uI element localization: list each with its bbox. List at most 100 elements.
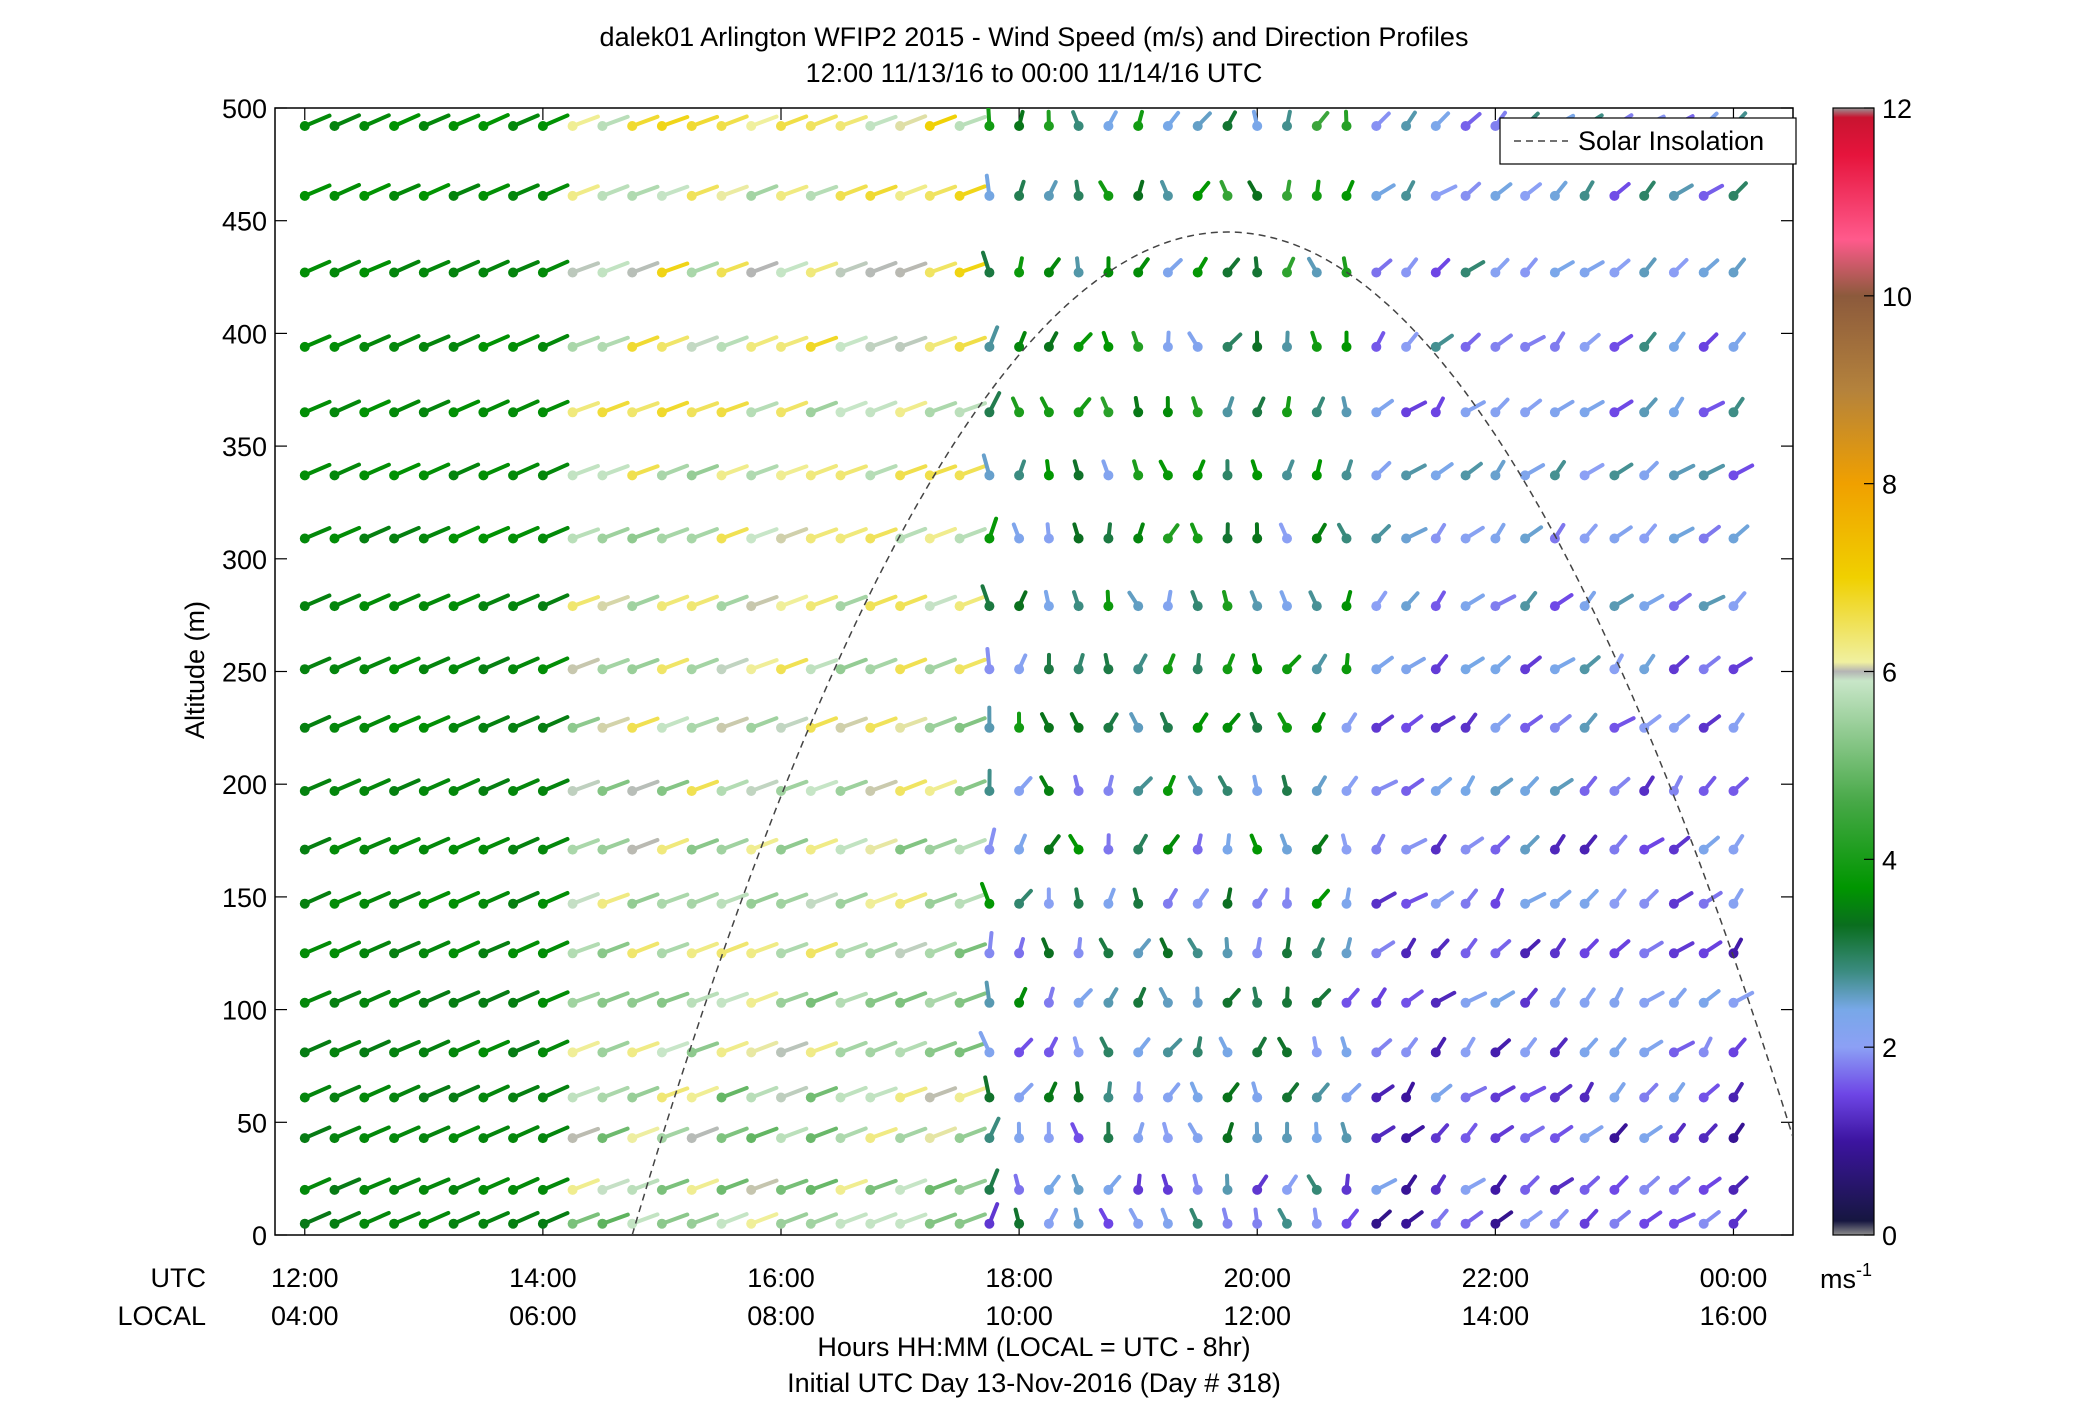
wind-barb-point xyxy=(686,1092,697,1103)
wind-barb-point xyxy=(1728,664,1739,675)
wind-barb-point xyxy=(1490,533,1501,544)
wind-barb-point xyxy=(597,1218,608,1229)
wind-barb-point xyxy=(1311,267,1322,278)
y-tick-label: 250 xyxy=(222,658,267,688)
wind-barb-point xyxy=(1341,786,1352,796)
wind-barb-point xyxy=(1371,948,1382,959)
wind-barb-point xyxy=(1252,722,1263,733)
wind-barb-point xyxy=(359,844,370,855)
wind-barb-point xyxy=(299,948,310,959)
wind-barb-point xyxy=(1252,341,1263,352)
wind-barb-point xyxy=(418,844,429,855)
wind-barb-point xyxy=(1490,898,1501,909)
wind-barb-point xyxy=(656,341,667,352)
wind-barb-point xyxy=(1341,898,1352,909)
wind-barb-point xyxy=(1579,997,1590,1008)
wind-barb-point xyxy=(1401,948,1412,959)
wind-barb-point xyxy=(1133,664,1144,675)
wind-barb-point xyxy=(418,407,429,418)
wind-barb-field xyxy=(299,108,1755,1229)
wind-barb-point xyxy=(1430,341,1441,352)
wind-barb-point xyxy=(1549,948,1560,959)
legend-box xyxy=(1499,117,1797,165)
wind-barb-point xyxy=(1192,844,1203,855)
wind-barb-point xyxy=(508,898,519,909)
wind-barb-point xyxy=(1252,898,1263,909)
wind-barb-point xyxy=(776,1218,786,1229)
wind-barb-point xyxy=(776,407,786,418)
wind-barb-point xyxy=(508,341,519,352)
wind-barb-point xyxy=(299,1133,310,1144)
wind-barb-point xyxy=(1222,1184,1233,1195)
wind-barb-point xyxy=(984,1133,995,1144)
wind-barb-point xyxy=(716,267,727,278)
wind-barb-point xyxy=(418,470,429,481)
wind-barb-point xyxy=(478,948,489,959)
wind-barb-point xyxy=(1639,844,1650,855)
wind-barb-point xyxy=(1371,267,1382,278)
wind-barb-point xyxy=(627,722,638,733)
wind-barb-point xyxy=(746,190,757,201)
wind-barb-point xyxy=(597,1133,608,1144)
wind-barb-point xyxy=(627,948,638,959)
wind-barb-point xyxy=(1490,948,1501,959)
wind-barb-point xyxy=(478,997,489,1008)
wind-barb-point xyxy=(1133,1047,1144,1058)
wind-barb-point xyxy=(1133,533,1144,544)
wind-barb-point xyxy=(1639,1133,1650,1144)
wind-barb-point xyxy=(299,786,310,796)
wind-barb-point xyxy=(895,267,906,278)
wind-barb-point xyxy=(865,786,876,796)
wind-barb-point xyxy=(746,601,757,612)
wind-barb-point xyxy=(1162,948,1173,959)
wind-barb-point xyxy=(1549,601,1560,612)
wind-barb-point xyxy=(686,1047,697,1058)
wind-barb-point xyxy=(359,190,370,201)
wind-barb-point xyxy=(805,844,816,855)
wind-barb-point xyxy=(1430,601,1441,612)
wind-barb-point xyxy=(924,267,935,278)
wind-barb-point xyxy=(448,470,459,481)
wind-barb-point xyxy=(1341,1218,1352,1229)
wind-barb-point xyxy=(1371,1184,1382,1195)
wind-barb-point xyxy=(865,997,876,1008)
wind-barb-point xyxy=(716,470,727,481)
wind-barb-point xyxy=(299,121,310,131)
wind-barb-point xyxy=(1728,341,1739,352)
wind-barb-point xyxy=(627,407,638,418)
wind-barb-point xyxy=(537,844,548,855)
wind-barb-point xyxy=(656,601,667,612)
wind-barb-point xyxy=(1609,722,1620,733)
wind-barb-point xyxy=(746,1047,757,1058)
wind-barb-point xyxy=(954,722,965,733)
wind-barb-point xyxy=(299,844,310,855)
wind-barb-point xyxy=(1430,533,1441,544)
wind-barb-point xyxy=(835,948,846,959)
wind-barb-point xyxy=(1371,470,1382,481)
wind-barb-point xyxy=(1043,1184,1054,1195)
wind-barb-point xyxy=(716,341,727,352)
wind-barb-point xyxy=(1401,844,1412,855)
wind-barb-point xyxy=(1609,601,1620,612)
wind-barb-point xyxy=(567,722,578,733)
wind-barb-point xyxy=(329,1184,340,1195)
wind-barb-point xyxy=(1430,898,1441,909)
wind-barb-point xyxy=(1639,1047,1650,1058)
wind-barb-point xyxy=(1579,470,1590,481)
wind-barb-point xyxy=(1162,844,1173,855)
wind-barb-point xyxy=(448,948,459,959)
wind-barb-point xyxy=(746,786,757,796)
wind-barb-point xyxy=(597,601,608,612)
wind-barb-point xyxy=(359,722,370,733)
wind-barb-point xyxy=(1222,664,1233,675)
wind-barb-point xyxy=(1073,948,1084,959)
wind-barb-point xyxy=(954,121,965,131)
wind-barb-point xyxy=(448,1133,459,1144)
wind-barb-point xyxy=(716,1184,727,1195)
wind-barb-point xyxy=(1639,948,1650,959)
wind-barb-point xyxy=(478,1047,489,1058)
wind-barb-point xyxy=(1252,786,1263,796)
wind-barb-point xyxy=(448,844,459,855)
wind-barb-point xyxy=(716,121,727,131)
wind-barb-point xyxy=(776,470,786,481)
